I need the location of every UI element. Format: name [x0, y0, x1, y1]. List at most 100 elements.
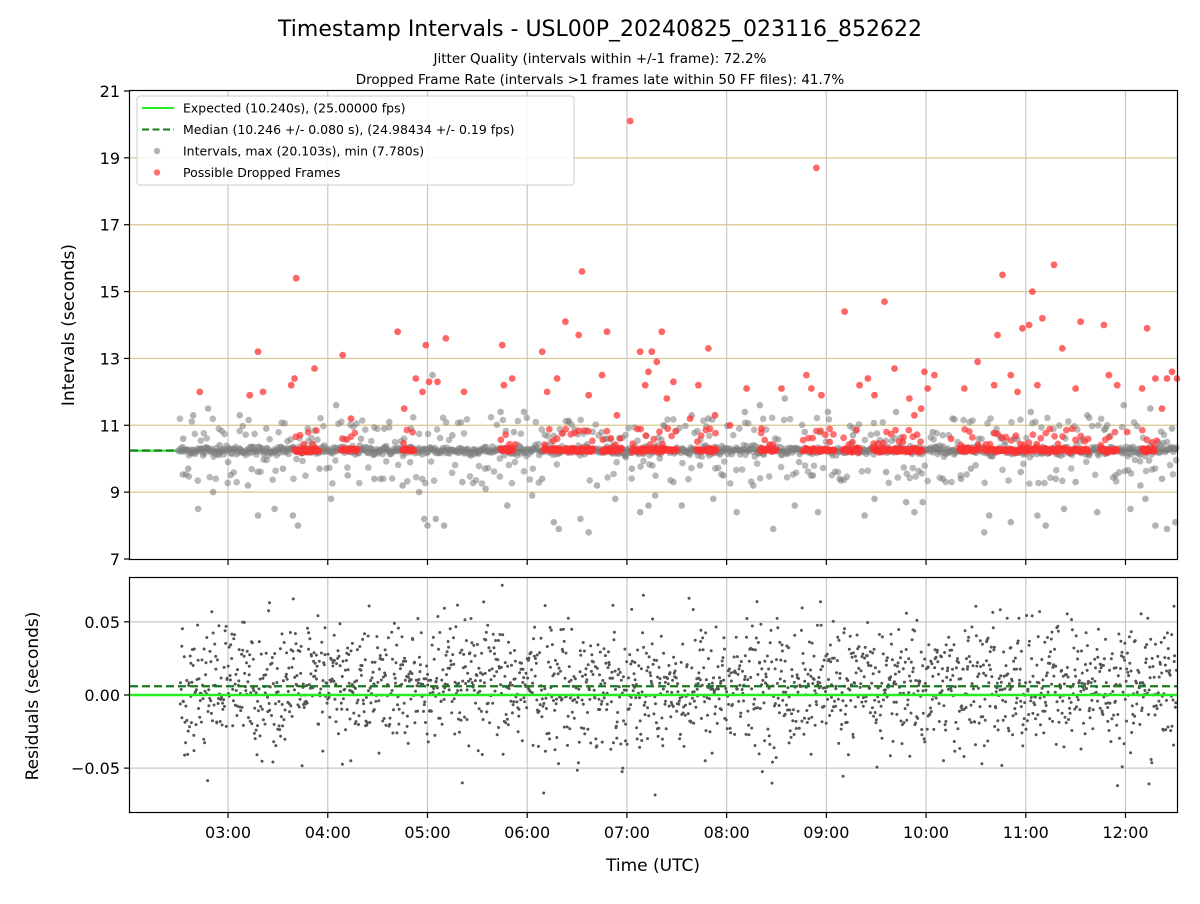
interval-point — [825, 409, 832, 416]
residual-point — [908, 755, 911, 758]
dropped-frame-point — [1144, 325, 1151, 332]
residual-point — [1090, 699, 1093, 702]
residual-point — [495, 670, 498, 673]
dropped-frame-point — [1034, 382, 1041, 389]
interval-point — [1167, 462, 1174, 469]
residual-point — [831, 709, 834, 712]
interval-point — [679, 460, 686, 467]
interval-point — [1042, 522, 1049, 529]
residual-point — [912, 667, 915, 670]
residual-point — [283, 738, 286, 741]
residual-point — [971, 682, 974, 685]
residual-point — [423, 700, 426, 703]
residual-point — [488, 669, 491, 672]
interval-point — [1028, 409, 1035, 416]
dropped-frame-point — [650, 436, 657, 443]
dropped-frame-point — [351, 430, 358, 437]
dropped-frame-point — [659, 441, 666, 448]
residual-point — [248, 665, 251, 668]
residual-point — [595, 744, 598, 747]
residual-point — [401, 712, 404, 715]
residual-point — [363, 710, 366, 713]
interval-point — [280, 465, 287, 472]
residual-point — [556, 663, 559, 666]
residual-point — [803, 680, 806, 683]
interval-point — [527, 476, 534, 483]
dropped-frame-point — [1085, 436, 1092, 443]
residual-point — [644, 701, 647, 704]
residual-point — [1114, 700, 1117, 703]
dropped-frame-point — [994, 332, 1001, 339]
residual-point — [346, 647, 349, 650]
residual-point — [657, 727, 660, 730]
residual-point — [511, 684, 514, 687]
residual-point — [452, 663, 455, 666]
residual-point — [472, 644, 475, 647]
dropped-frame-point — [808, 385, 815, 392]
residual-point — [1066, 612, 1069, 615]
residual-point — [861, 655, 864, 658]
interval-point — [629, 465, 636, 472]
residual-point — [759, 623, 762, 626]
residual-point — [717, 688, 720, 691]
residual-point — [337, 649, 340, 652]
residual-point — [350, 649, 353, 652]
residual-point — [997, 728, 1000, 731]
dropped-frame-point — [758, 425, 765, 432]
residual-point — [1125, 680, 1128, 683]
residual-point — [568, 727, 571, 730]
dropped-frame-point — [604, 428, 611, 435]
residual-point — [504, 661, 507, 664]
residual-point — [185, 719, 188, 722]
residual-point — [612, 741, 615, 744]
residual-point — [1012, 714, 1015, 717]
residual-point — [1001, 688, 1004, 691]
residual-point — [181, 627, 184, 630]
residual-point — [798, 727, 801, 730]
residual-point — [216, 658, 219, 661]
interval-point — [1017, 416, 1024, 423]
residual-point — [616, 711, 619, 714]
residual-point — [209, 650, 212, 653]
dropped-frame-point — [1026, 322, 1033, 329]
residual-point — [320, 652, 323, 655]
residual-point — [362, 702, 365, 705]
residual-point — [733, 656, 736, 659]
residual-point — [327, 653, 330, 656]
residual-point — [275, 681, 278, 684]
residual-point — [1013, 707, 1016, 710]
residual-point — [624, 723, 627, 726]
residual-point — [518, 708, 521, 711]
residual-point — [535, 699, 538, 702]
residual-point — [746, 678, 749, 681]
dropped-frame-point — [831, 448, 838, 455]
residual-point — [599, 651, 602, 654]
residual-point — [627, 676, 630, 679]
residual-point — [394, 682, 397, 685]
residual-point — [501, 633, 504, 636]
residual-point — [453, 697, 456, 700]
residual-point — [285, 651, 288, 654]
residual-point — [603, 696, 606, 699]
residual-point — [907, 691, 910, 694]
dropped-frame-point — [409, 429, 416, 436]
residual-point — [811, 642, 814, 645]
residual-point — [905, 648, 908, 651]
residual-point — [545, 707, 548, 710]
interval-point — [679, 502, 686, 509]
residual-point — [340, 702, 343, 705]
residual-point — [321, 711, 324, 714]
residual-point — [431, 644, 434, 647]
x-tick-label: 06:00 — [504, 823, 550, 842]
interval-point — [652, 492, 659, 499]
residual-point — [523, 700, 526, 703]
dropped-frame-point — [849, 439, 856, 446]
residual-point — [535, 662, 538, 665]
dropped-frame-point — [871, 392, 878, 399]
residual-point — [839, 672, 842, 675]
residual-point — [1130, 670, 1133, 673]
residual-point — [824, 690, 827, 693]
residual-point — [718, 676, 721, 679]
residual-point — [950, 649, 953, 652]
dropped-frame-point — [1069, 426, 1076, 433]
